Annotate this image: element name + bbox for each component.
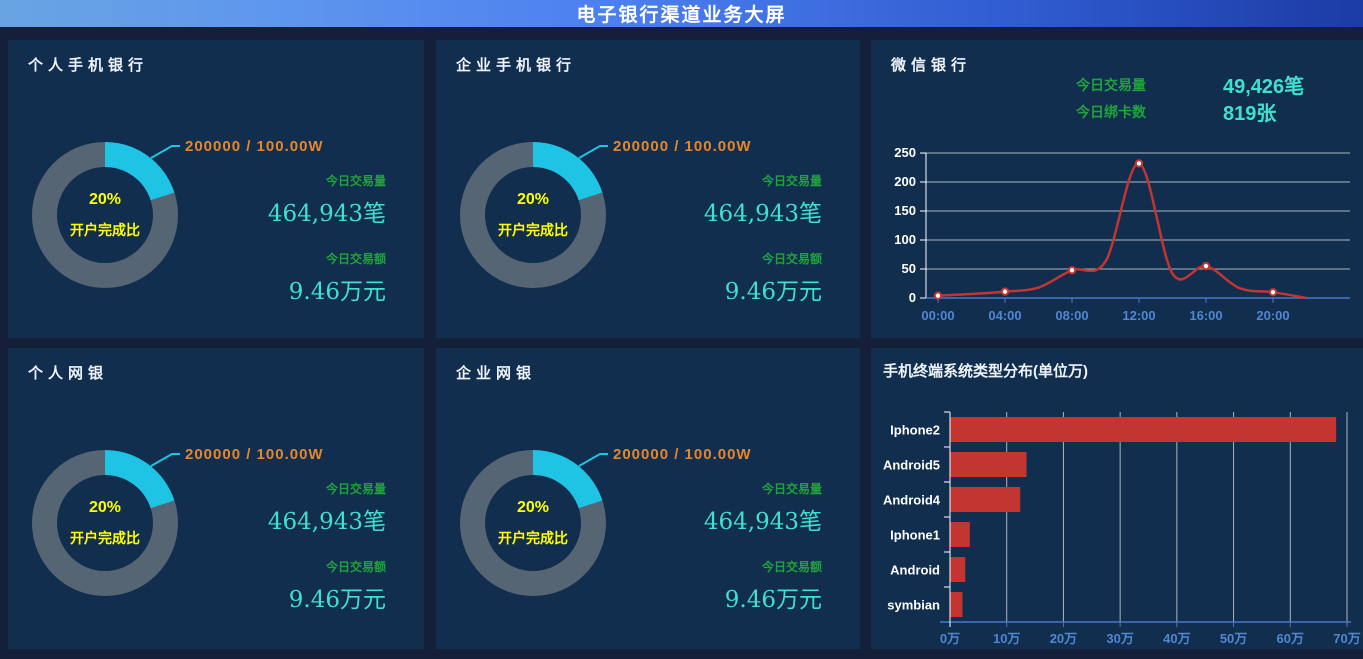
stat-value: 819张: [1223, 103, 1277, 125]
svg-text:Iphone1: Iphone1: [890, 528, 940, 543]
svg-text:20万: 20万: [1050, 631, 1077, 646]
panel-title: 微信银行: [891, 57, 972, 74]
stat-amount: 今日交易额 9.46万元: [725, 250, 822, 306]
panel-wechat-banking: 微信银行 今日交易量 49,426笔 今日绑卡数 819张 0 50 100 150 2…: [871, 40, 1363, 338]
completion-donut-chart[interactable]: 20% 开户完成比: [32, 450, 178, 596]
stat-amount: 今日交易额 9.46万元: [289, 250, 386, 306]
completion-donut-chart[interactable]: 20% 开户完成比: [460, 142, 606, 288]
donut-center-label: 20% 开户完成比: [32, 142, 178, 288]
wechat-transactions-line-chart[interactable]: 0 50 100 150 200 250 00:00 04:00 08:00 12:00 16:00…: [871, 145, 1363, 338]
stat-transactions: 今日交易量 464,943笔: [704, 172, 822, 228]
svg-text:150: 150: [894, 203, 916, 218]
svg-text:200: 200: [894, 174, 916, 189]
svg-text:40万: 40万: [1163, 631, 1190, 646]
svg-text:Android4: Android4: [883, 493, 941, 508]
svg-text:20:00: 20:00: [1256, 308, 1289, 323]
donut-percent: 20%: [516, 498, 550, 516]
stat-value: 49,426笔: [1223, 76, 1305, 98]
page-title: 电子银行渠道业务大屏: [576, 5, 787, 26]
stat-label: 今日交易额: [761, 252, 822, 266]
donut-ring: [32, 450, 178, 596]
stat-label: 今日绑卡数: [1076, 104, 1146, 120]
stat-value: 464,943笔: [703, 201, 822, 227]
donut-ring: [460, 450, 606, 596]
stat-value: 9.46万元: [724, 587, 822, 613]
panel-personal-online-banking: 个人网银 20% 开户完成比 200000 / 100.00W 今日交易量 46…: [8, 348, 424, 649]
stat-transactions: 今日交易量 464,943笔: [268, 172, 386, 228]
panel-title: 手机终端系统类型分布(单位万): [883, 363, 1088, 380]
donut-callout-value: 200000 / 100.00W: [613, 138, 752, 155]
panel-title: 个人手机银行: [28, 57, 149, 74]
donut-center-label: 20% 开户完成比: [460, 450, 606, 596]
stat-label: 今日交易量: [325, 174, 386, 188]
stat-label: 今日交易量: [761, 482, 822, 496]
donut-callout-value: 200000 / 100.00W: [185, 446, 324, 463]
panel-os-distribution: 手机终端系统类型分布(单位万) 0万 10万 20万 30万 40万 50万 60万 70万 I…: [871, 348, 1363, 649]
completion-donut-chart[interactable]: 20% 开户完成比: [460, 450, 606, 596]
donut-ring: [32, 142, 178, 288]
svg-text:Android5: Android5: [883, 458, 940, 473]
svg-text:0万: 0万: [940, 631, 960, 646]
stat-amount: 今日交易额 9.46万元: [725, 558, 822, 614]
stat-value: 9.46万元: [288, 587, 386, 613]
donut-caption: 开户完成比: [498, 221, 568, 238]
donut-percent: 20%: [516, 190, 550, 208]
svg-text:16:00: 16:00: [1189, 308, 1222, 323]
panel-enterprise-mobile-banking: 企业手机银行 20% 开户完成比 200000 / 100.00W 今日交易量 …: [436, 40, 860, 338]
stat-value: 464,943笔: [267, 509, 386, 535]
donut-ring: [460, 142, 606, 288]
donut-percent: 20%: [88, 190, 122, 208]
svg-text:250: 250: [894, 146, 916, 160]
svg-text:100: 100: [894, 232, 916, 247]
panel-title: 企业网银: [456, 365, 537, 382]
svg-text:50万: 50万: [1220, 631, 1247, 646]
svg-text:60万: 60万: [1277, 631, 1304, 646]
donut-callout-value: 200000 / 100.00W: [613, 446, 752, 463]
stat-value: 464,943笔: [267, 201, 386, 227]
panel-enterprise-online-banking: 企业网银 20% 开户完成比 200000 / 100.00W 今日交易量 46…: [436, 348, 860, 649]
stat-transactions: 今日交易量 464,943笔: [268, 480, 386, 536]
donut-caption: 开户完成比: [498, 529, 568, 546]
stat-label: 今日交易额: [325, 560, 386, 574]
svg-text:50: 50: [902, 261, 916, 276]
svg-text:04:00: 04:00: [988, 308, 1021, 323]
header-bar: 电子银行渠道业务大屏: [0, 0, 1363, 27]
panel-title: 企业手机银行: [456, 57, 577, 74]
svg-text:Android: Android: [890, 563, 940, 578]
donut-center-label: 20% 开户完成比: [32, 450, 178, 596]
stat-value: 9.46万元: [288, 279, 386, 305]
completion-donut-chart[interactable]: 20% 开户完成比: [32, 142, 178, 288]
donut-caption: 开户完成比: [70, 529, 140, 546]
stat-label: 今日交易额: [325, 252, 386, 266]
donut-center-label: 20% 开户完成比: [460, 142, 606, 288]
panel-personal-mobile-banking: 个人手机银行 20% 开户完成比 200000 / 100.00W 今日交易量 …: [8, 40, 424, 338]
stat-label: 今日交易额: [761, 560, 822, 574]
svg-text:00:00: 00:00: [921, 308, 954, 323]
svg-text:08:00: 08:00: [1055, 308, 1088, 323]
donut-percent: 20%: [88, 498, 122, 516]
donut-caption: 开户完成比: [70, 221, 140, 238]
svg-text:0: 0: [909, 290, 916, 305]
svg-text:12:00: 12:00: [1122, 308, 1155, 323]
donut-callout-value: 200000 / 100.00W: [185, 138, 324, 155]
os-distribution-bar-chart[interactable]: 0万 10万 20万 30万 40万 50万 60万 70万 Iphone2 Android5 An…: [871, 398, 1363, 649]
stat-label: 今日交易量: [761, 174, 822, 188]
svg-text:10万: 10万: [993, 631, 1020, 646]
stat-amount: 今日交易额 9.46万元: [289, 558, 386, 614]
svg-text:Iphone2: Iphone2: [890, 423, 940, 438]
stat-label: 今日交易量: [1076, 77, 1146, 93]
svg-text:symbian: symbian: [887, 598, 940, 613]
stat-transactions: 今日交易量 464,943笔: [704, 480, 822, 536]
stat-label: 今日交易量: [325, 482, 386, 496]
stat-value: 9.46万元: [724, 279, 822, 305]
svg-text:70万: 70万: [1333, 631, 1360, 646]
panel-title: 个人网银: [28, 365, 109, 382]
svg-text:30万: 30万: [1106, 631, 1133, 646]
stat-value: 464,943笔: [703, 509, 822, 535]
